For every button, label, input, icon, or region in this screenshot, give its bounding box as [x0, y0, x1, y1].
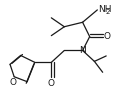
Text: O: O — [48, 79, 55, 88]
Text: NH: NH — [99, 5, 112, 14]
Text: O: O — [9, 78, 16, 87]
Text: 2: 2 — [105, 9, 109, 15]
Text: O: O — [104, 32, 111, 41]
Text: N: N — [79, 46, 86, 55]
